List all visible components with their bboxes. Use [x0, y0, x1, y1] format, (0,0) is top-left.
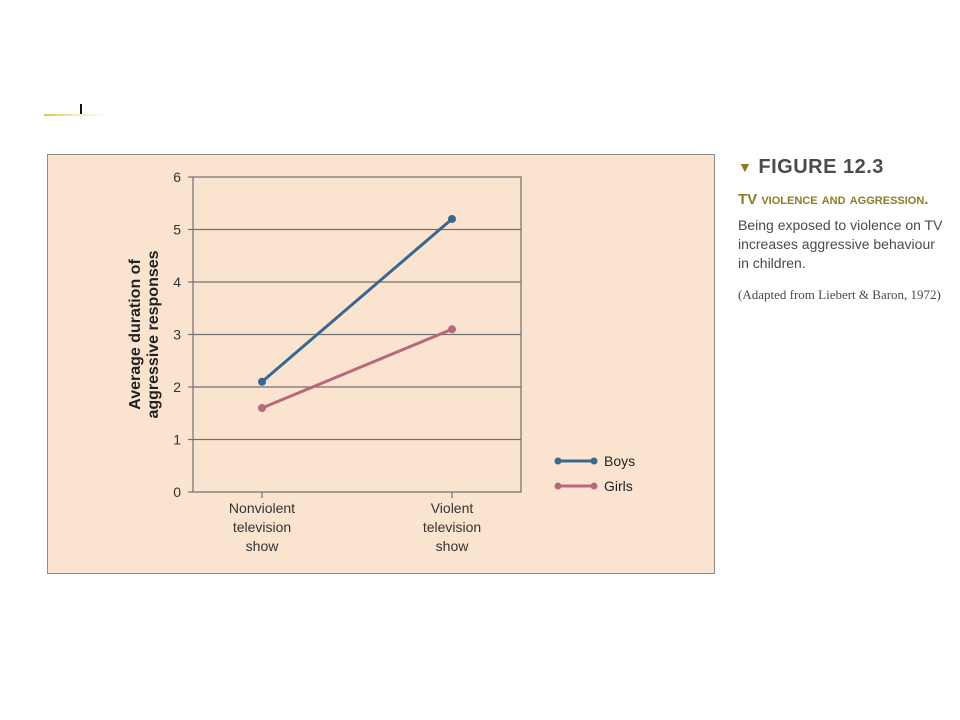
legend-label-boys: Boys — [604, 453, 635, 469]
legend-marker-boys — [590, 457, 598, 465]
y-tick-label: 0 — [173, 484, 181, 500]
figure-panel: 0 1 2 3 4 5 6 Nonviolent television show Violent te… — [47, 154, 715, 574]
slide-accent-line — [44, 114, 108, 116]
triangle-down-icon: ▼ — [738, 159, 753, 175]
data-point-boys — [258, 377, 266, 386]
x-tick-label: Nonviolent television show — [229, 500, 295, 554]
legend-marker-girls — [554, 482, 562, 490]
slide-tick-mark — [80, 104, 82, 114]
y-tick-label: 2 — [173, 379, 181, 395]
y-tick-label: 5 — [173, 222, 181, 238]
x-tick-label: Violent television show — [423, 500, 481, 554]
series-line-boys — [261, 217, 453, 383]
figure-description: Being exposed to violence on TV increase… — [738, 217, 943, 271]
data-point-girls — [448, 325, 456, 334]
series-line-girls — [261, 327, 453, 410]
figure-label-text: FIGURE 12.3 — [758, 156, 884, 178]
line-chart: 0 1 2 3 4 5 6 Nonviolent television show Violent te… — [127, 169, 635, 554]
y-tick-label: 3 — [173, 327, 181, 343]
data-point-girls — [258, 404, 266, 412]
y-tick-label: 1 — [173, 432, 181, 448]
legend-marker-girls — [590, 482, 598, 490]
figure-caption: ▼ FIGURE 12.3 TV violence and aggression.… — [738, 156, 948, 304]
figure-title: TV violence and aggression. — [738, 191, 929, 208]
figure-label: ▼ FIGURE 12.3 — [738, 156, 948, 179]
figure-source: (Adapted from Liebert & Baron, 1972) — [738, 287, 941, 302]
legend-label-girls: Girls — [604, 478, 633, 494]
y-axis-label: Average duration ofaggressive responses — [127, 250, 162, 418]
y-tick-label: 4 — [173, 274, 181, 290]
y-tick-label: 6 — [173, 169, 181, 185]
data-point-boys — [448, 215, 456, 223]
legend-marker-boys — [554, 457, 562, 465]
